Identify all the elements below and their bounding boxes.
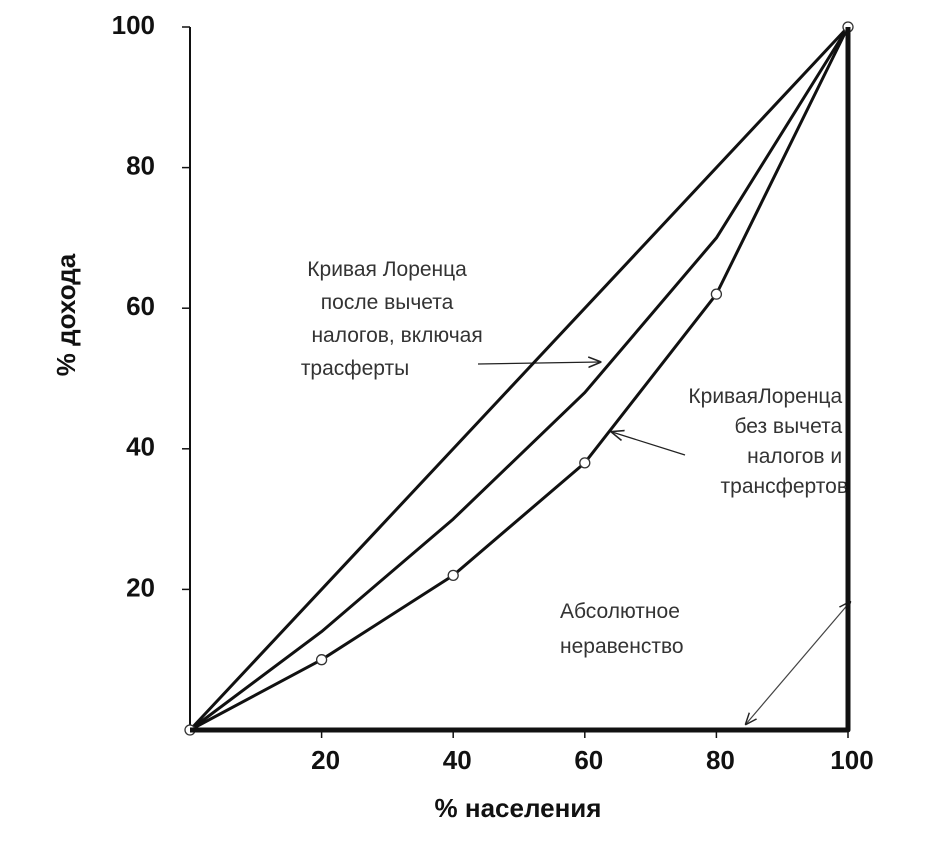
annotation-line: Кривая Лоренца	[307, 258, 467, 281]
y-tick-label: 100	[112, 10, 155, 40]
annotation-line: Абсолютное	[560, 600, 680, 623]
annotation-arrow	[477, 362, 600, 364]
annotation: Абсолютное неравенство	[560, 600, 686, 658]
annotation-line: КриваяЛоренца	[688, 385, 842, 408]
annotation-line: трансфертов	[721, 475, 848, 498]
x-tick-label: 80	[706, 745, 735, 775]
x-tick-label: 20	[311, 745, 340, 775]
y-axis-title: % дохода	[51, 253, 81, 376]
annotation: КриваяЛоренца без вычета налогов и транс…	[688, 385, 848, 498]
annotation-line: налогов и	[747, 445, 842, 468]
series-line	[189, 26, 850, 732]
x-tick-label: 60	[574, 745, 603, 775]
annotation-line: трасферты	[301, 357, 409, 380]
data-point	[447, 569, 459, 581]
data-point	[315, 654, 328, 666]
annotation-line: налогов, включая	[311, 324, 482, 347]
x-tick-label: 40	[443, 745, 472, 775]
annotation-line: без вычета	[734, 415, 842, 438]
x-axis-title: % населения	[435, 793, 602, 823]
y-tick-label: 60	[126, 291, 155, 321]
x-tick-label: 100	[830, 745, 873, 775]
annotation: Кривая Лоренца после вычета налогов, вкл…	[301, 258, 489, 380]
data-point	[710, 288, 723, 300]
annotation-arrow	[612, 432, 686, 456]
annotation-line: после вычета	[321, 291, 454, 314]
annotation-arrow	[746, 602, 850, 724]
annotation-line: неравенство	[560, 635, 684, 658]
data-point	[579, 457, 591, 469]
series-line	[190, 27, 851, 733]
series-line	[188, 25, 850, 732]
y-tick-label: 20	[126, 572, 155, 602]
y-tick-label: 40	[126, 432, 155, 462]
y-tick-label: 80	[126, 150, 155, 180]
series-line	[189, 26, 850, 732]
